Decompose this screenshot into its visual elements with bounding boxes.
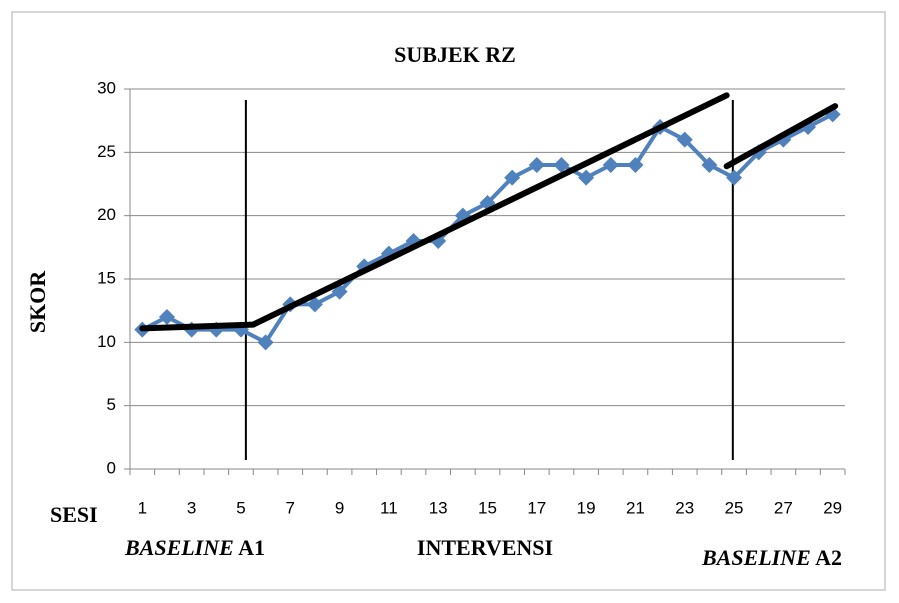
data-point (553, 157, 570, 173)
y-tick-label: 5 (107, 395, 116, 414)
y-tick-label: 10 (97, 332, 116, 351)
y-tick-label: 30 (97, 78, 116, 97)
x-tick-label: 13 (429, 498, 448, 517)
y-tick-label: 15 (97, 268, 116, 287)
data-point (306, 296, 323, 313)
y-tick-label: 20 (97, 205, 116, 224)
x-tick-label: 11 (380, 498, 398, 517)
data-point (676, 131, 693, 148)
trend-line (139, 321, 257, 332)
trend-line (250, 92, 730, 328)
data-point (701, 157, 718, 173)
data-point (504, 169, 521, 186)
phase-label: BASELINE A1 (124, 535, 265, 560)
phase-label-italic: BASELINE (124, 535, 234, 560)
x-tick-label: 25 (725, 498, 744, 517)
x-tick-label: 15 (478, 498, 497, 517)
x-tick-label: 29 (823, 498, 842, 517)
phase-label: INTERVENSI (417, 535, 553, 560)
x-tick-label: 19 (577, 498, 596, 517)
x-tick-label: 21 (626, 498, 645, 517)
x-tick-label: 5 (236, 498, 245, 517)
phase-label-rest: A2 (815, 545, 842, 570)
data-point (257, 334, 274, 351)
data-point (578, 169, 595, 186)
x-axis-label: SESI (50, 502, 98, 527)
data-point (158, 309, 175, 325)
chart-title: SUBJEK RZ (394, 42, 516, 67)
y-tick-label: 0 (107, 458, 116, 477)
x-tick-label: 3 (187, 498, 196, 517)
phase-label-italic: BASELINE (701, 545, 811, 570)
x-tick-label: 27 (774, 498, 793, 517)
data-point (627, 157, 644, 173)
data-point (528, 157, 545, 173)
phase-label: BASELINE A2 (701, 545, 842, 570)
x-tick-label: 9 (335, 498, 344, 517)
phase-label-rest: A1 (238, 535, 265, 560)
y-tick-label: 25 (97, 142, 116, 161)
x-tick-label: 1 (138, 498, 147, 517)
chart-frame (11, 11, 886, 591)
trend-line (723, 103, 839, 170)
x-tick-label: 23 (675, 498, 694, 517)
x-tick-label: 7 (286, 498, 295, 517)
x-tick-label: 17 (527, 498, 546, 517)
y-axis-label: SKOR (25, 270, 50, 333)
data-point (726, 169, 743, 186)
data-point (602, 157, 619, 173)
